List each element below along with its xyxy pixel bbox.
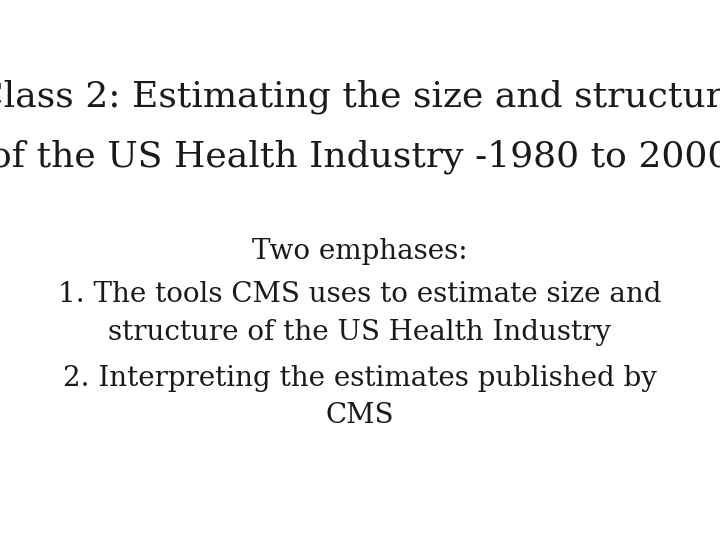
Text: 1. The tools CMS uses to estimate size and: 1. The tools CMS uses to estimate size a…	[58, 281, 662, 308]
Text: structure of the US Health Industry: structure of the US Health Industry	[109, 319, 611, 346]
Text: CMS: CMS	[325, 402, 395, 429]
Text: 2. Interpreting the estimates published by: 2. Interpreting the estimates published …	[63, 364, 657, 391]
Text: of the US Health Industry -1980 to 2000: of the US Health Industry -1980 to 2000	[0, 139, 720, 174]
Text: Class 2: Estimating the size and structure: Class 2: Estimating the size and structu…	[0, 80, 720, 114]
Text: Two emphases:: Two emphases:	[252, 238, 468, 265]
